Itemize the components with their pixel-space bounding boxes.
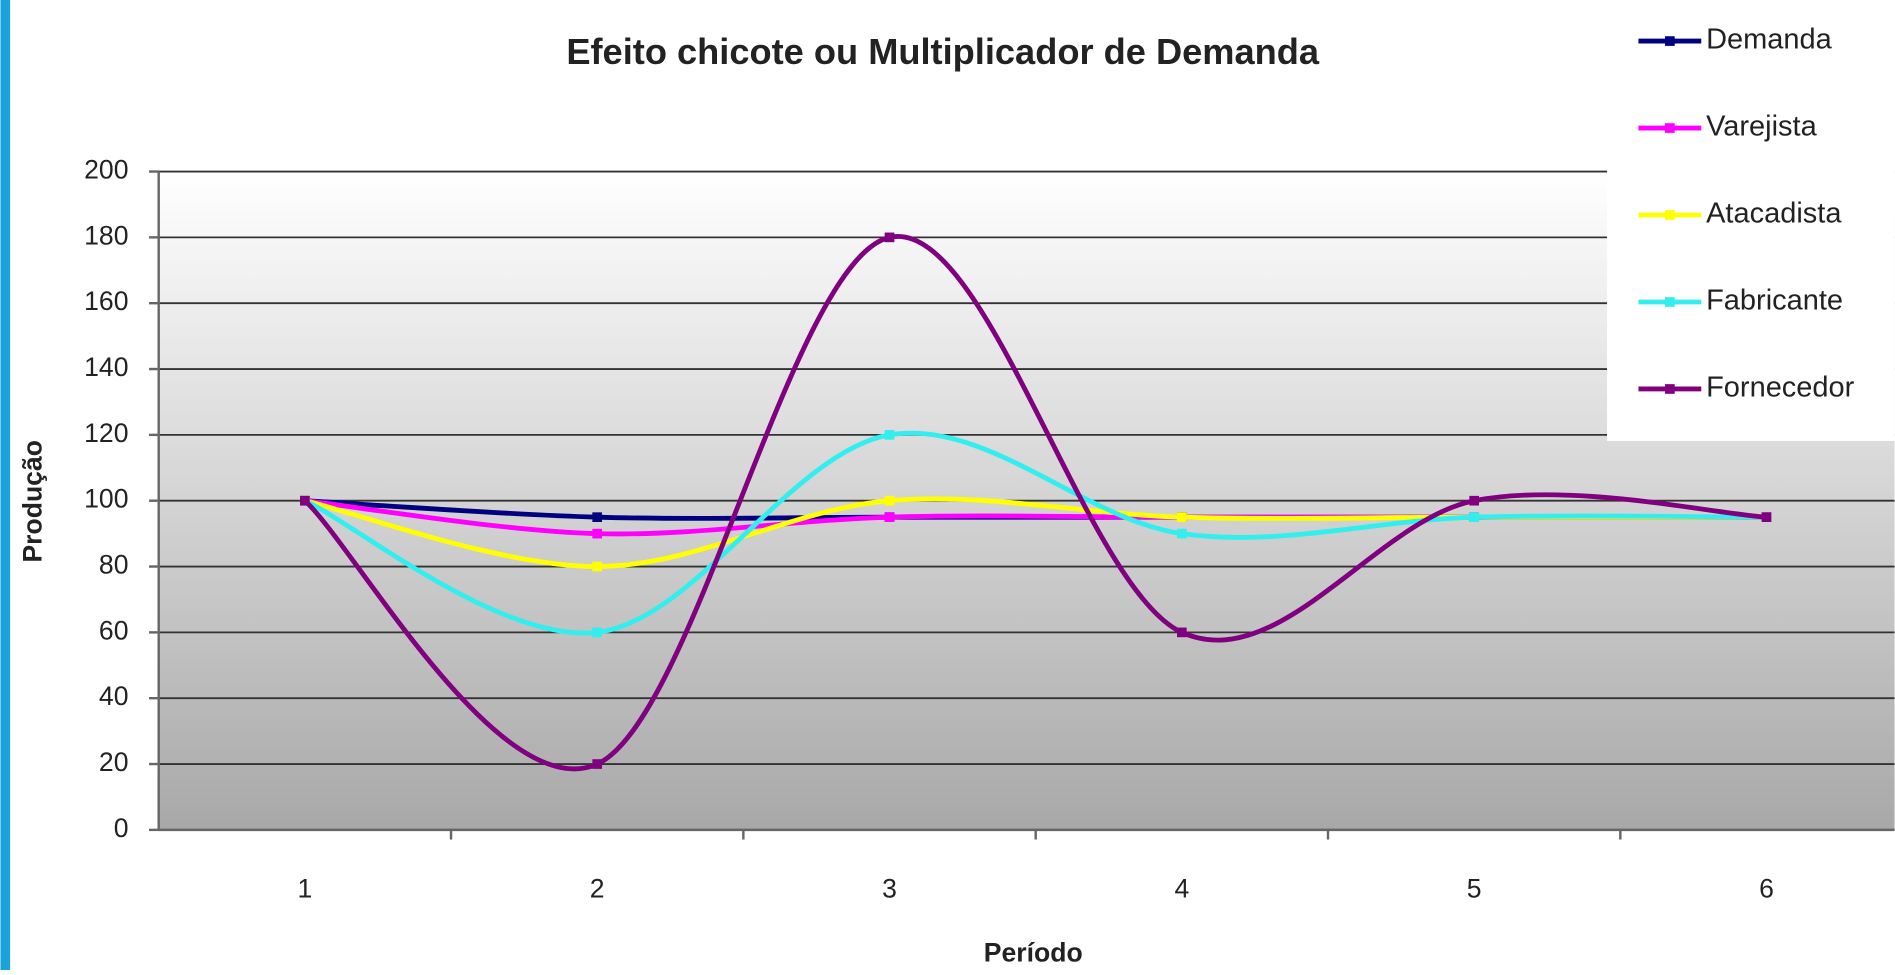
legend-label: Demanda: [1706, 24, 1833, 56]
y-tick-label: 140: [84, 352, 128, 382]
legend-marker: [1665, 297, 1675, 307]
legend-label: Atacadista: [1706, 198, 1842, 230]
point-marker: [1177, 528, 1187, 539]
legend-marker: [1665, 36, 1675, 46]
point-marker: [592, 627, 603, 638]
point-marker: [300, 495, 310, 506]
y-tick-label: 160: [84, 286, 128, 316]
point-marker: [592, 528, 603, 539]
x-tick-label: 1: [297, 873, 312, 903]
chart-title: Efeito chicote ou Multiplicador de Deman…: [566, 31, 1319, 72]
y-tick-label: 80: [99, 550, 129, 580]
x-axis-label: Período: [984, 937, 1083, 967]
legend-label: Fornecedor: [1706, 372, 1855, 404]
point-marker: [592, 512, 603, 522]
point-marker: [592, 759, 603, 769]
legend-label: Fabricante: [1706, 285, 1843, 317]
y-tick-label: 180: [84, 220, 128, 250]
y-tick-label: 100: [84, 484, 128, 514]
y-tick-label: 40: [99, 681, 129, 711]
x-tick-label: 5: [1467, 873, 1482, 903]
point-marker: [1177, 512, 1187, 522]
series-line: [303, 430, 1767, 636]
point-marker: [1469, 512, 1480, 522]
x-tick-label: 2: [590, 873, 605, 903]
point-marker: [592, 561, 603, 572]
y-axis-label: Produção: [17, 440, 47, 563]
series-layer: [300, 232, 1772, 772]
point-marker: [1469, 495, 1480, 506]
point-marker: [884, 232, 895, 243]
legend-marker: [1665, 210, 1675, 220]
point-marker: [1761, 512, 1772, 522]
legend-box: [1607, 0, 1895, 441]
legend-marker: [1665, 384, 1675, 394]
side-stripe: [0, 0, 11, 970]
y-tick-label: 200: [84, 155, 128, 185]
legend-marker: [1665, 123, 1675, 133]
y-tick-label: 120: [84, 418, 128, 448]
x-tick-label: 6: [1759, 873, 1774, 903]
x-tick-label: 4: [1174, 873, 1189, 903]
y-tick-label: 0: [114, 813, 129, 843]
point-marker: [884, 430, 895, 440]
legend-label: Varejista: [1706, 111, 1817, 143]
point-marker: [1177, 627, 1187, 638]
y-tick-label: 20: [99, 747, 129, 777]
point-marker: [884, 495, 895, 506]
point-marker: [884, 512, 895, 522]
x-tick-label: 3: [882, 873, 897, 903]
y-tick-label: 60: [99, 615, 129, 645]
